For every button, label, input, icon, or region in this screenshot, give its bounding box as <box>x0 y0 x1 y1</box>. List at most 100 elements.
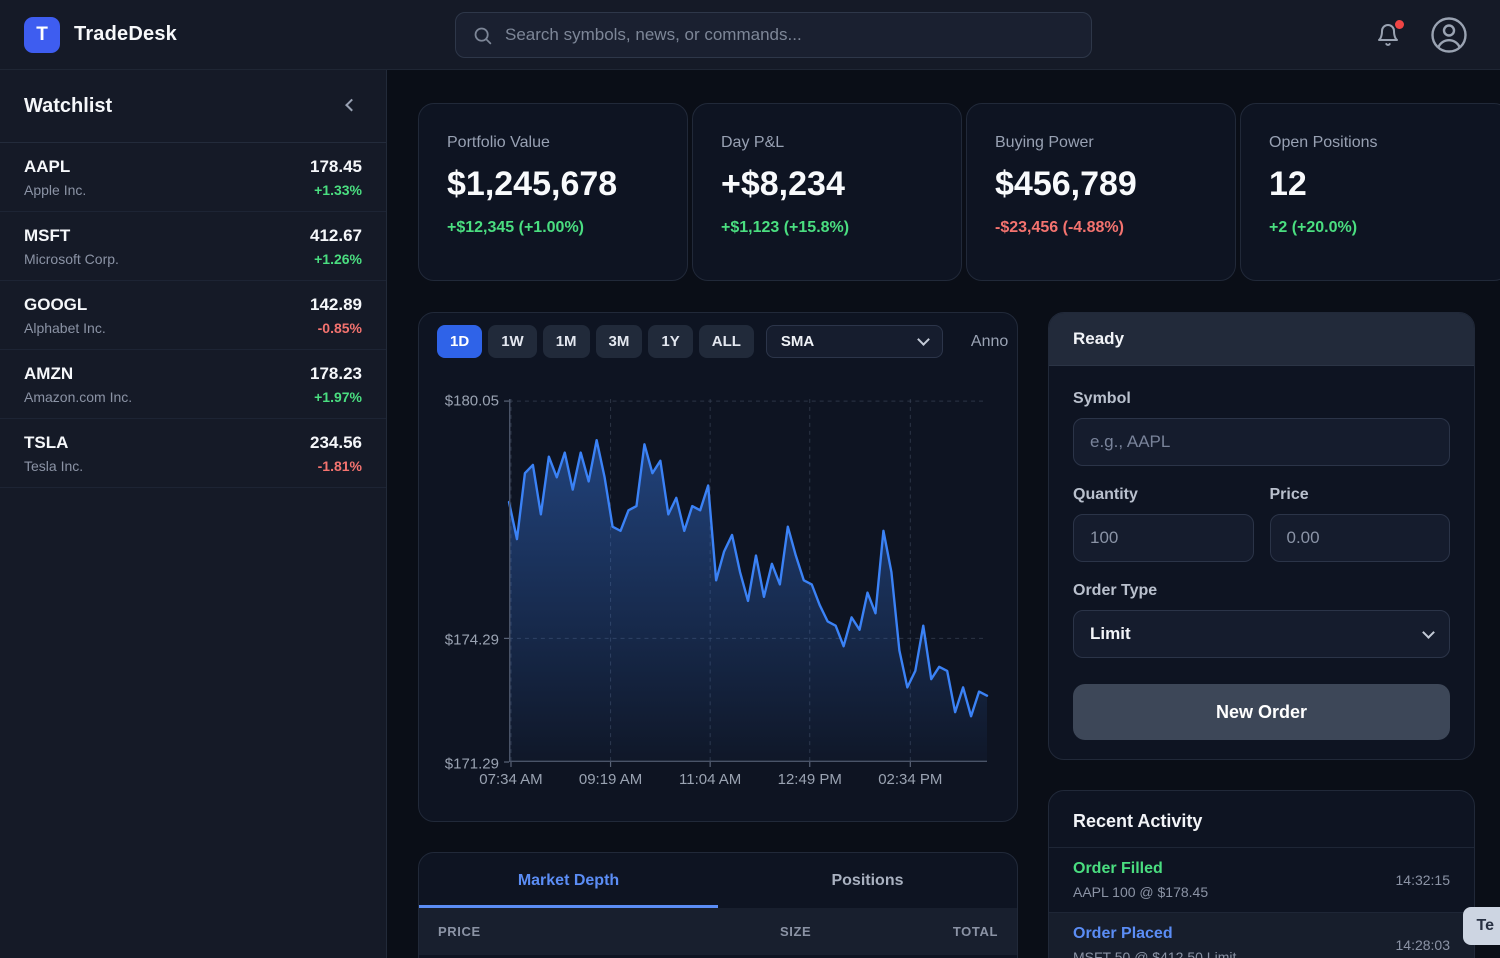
activity-time: 14:28:03 <box>1395 937 1451 953</box>
price: 234.56 <box>310 432 362 452</box>
chart-toolbar: 1D 1W 1M 3M 1Y ALL SMA Anno <box>419 313 1017 358</box>
column-price: PRICE <box>438 924 481 939</box>
price-chart-svg <box>504 399 989 767</box>
activity-detail: MSFT 50 @ $412.50 Limit <box>1073 949 1237 958</box>
timeframe-1d-button[interactable]: 1D <box>437 325 483 358</box>
x-axis-tick-label: 02:34 PM <box>878 771 943 788</box>
toast-text: Te <box>1476 917 1494 934</box>
watchlist-row-msft[interactable]: MSFT Microsoft Corp. 412.67 +1.26% <box>0 212 386 281</box>
activity-title: Recent Activity <box>1073 811 1203 831</box>
top-actions <box>1376 16 1468 54</box>
app-title: TradeDesk <box>74 23 177 45</box>
annotations-label[interactable]: Anno <box>970 332 1009 350</box>
brand: T TradeDesk <box>24 16 177 53</box>
top-bar: T TradeDesk <box>0 0 1500 70</box>
stat-value: $1,245,678 <box>447 165 618 203</box>
user-avatar-icon <box>1431 16 1467 53</box>
price-chart-panel: 1D 1W 1M 3M 1Y ALL SMA Anno $180.0 <box>418 312 1018 822</box>
watchlist-header: Watchlist <box>0 70 386 143</box>
timeframe-1y-button[interactable]: 1Y <box>648 325 693 358</box>
timeframe-1m-button[interactable]: 1M <box>542 325 590 358</box>
stat-change: +$1,123 (+15.8%) <box>721 219 850 236</box>
stat-card-day-pnl: Day P&L +$8,234 +$1,123 (+15.8%) <box>692 103 962 281</box>
activity-row-order-filled: Order Filled AAPL 100 @ $178.45 14:32:15 <box>1049 847 1474 912</box>
stat-label: Day P&L <box>721 134 785 151</box>
chart-plot[interactable]: $180.05 $174.29 $171.29 07:34 AM 09:19 AM 11:… <box>445 393 989 788</box>
timeframe-1w-button[interactable]: 1W <box>488 325 537 358</box>
stats-row: Portfolio Value $1,245,678 +$12,345 (+1.… <box>418 103 1500 281</box>
order-ticket-panel: Ready Symbol Quantity Price <box>1048 312 1475 760</box>
stat-card-open-positions: Open Positions 12 +2 (+20.0%) <box>1240 103 1500 281</box>
chevron-left-icon <box>345 98 358 111</box>
price-change: -0.85% <box>317 319 362 336</box>
timeframe-3m-button[interactable]: 3M <box>595 325 643 358</box>
price-label: Price <box>1269 486 1309 503</box>
price-change: +1.97% <box>314 388 362 405</box>
watchlist-row-googl[interactable]: GOOGL Alphabet Inc. 142.89 -0.85% <box>0 281 386 350</box>
watchlist-title: Watchlist <box>24 94 113 117</box>
timeframe-all-button[interactable]: ALL <box>698 325 754 358</box>
x-axis-tick-label: 07:34 AM <box>479 771 543 788</box>
x-axis-tick-label: 11:04 AM <box>679 771 742 788</box>
x-axis-tick-label: 12:49 PM <box>777 771 842 788</box>
watchlist-sidebar: Watchlist AAPL Apple Inc. 178.45 +1.33% … <box>0 70 387 958</box>
price: 142.89 <box>310 294 362 314</box>
watchlist-row-aapl[interactable]: AAPL Apple Inc. 178.45 +1.33% <box>0 143 386 212</box>
activity-time: 14:32:15 <box>1395 872 1451 888</box>
new-order-button[interactable]: New Order <box>1073 684 1450 740</box>
stat-card-buying-power: Buying Power $456,789 -$23,456 (-4.88%) <box>966 103 1236 281</box>
x-axis-tick-label: 09:19 AM <box>578 771 643 788</box>
symbol-field[interactable] <box>1073 418 1450 466</box>
stat-label: Open Positions <box>1269 134 1378 151</box>
watchlist-row-amzn[interactable]: AMZN Amazon.com Inc. 178.23 +1.97% <box>0 350 386 419</box>
search-input[interactable] <box>505 25 1075 45</box>
company-name: Alphabet Inc. <box>24 319 106 336</box>
symbol-label: Symbol <box>1073 390 1131 407</box>
activity-status: Order Filled <box>1073 860 1163 877</box>
app-logo: T <box>24 16 60 53</box>
tab-positions[interactable]: Positions <box>831 872 904 889</box>
user-menu-button[interactable] <box>1430 16 1468 54</box>
ticker-symbol: GOOGL <box>24 294 88 314</box>
ticker-symbol: MSFT <box>24 225 71 245</box>
sidebar-collapse-button[interactable] <box>341 96 362 117</box>
stat-value: +$8,234 <box>721 165 845 203</box>
chevron-down-icon <box>1422 625 1435 639</box>
bell-icon <box>1378 23 1398 46</box>
order-type-value: Limit <box>1090 624 1131 643</box>
company-name: Amazon.com Inc. <box>24 388 133 405</box>
indicator-value: SMA <box>780 333 815 350</box>
stat-label: Portfolio Value <box>447 134 550 151</box>
price-change: +1.33% <box>314 181 362 198</box>
depth-table-header: PRICE SIZE TOTAL <box>419 908 1017 955</box>
quantity-label: Quantity <box>1073 486 1138 503</box>
activity-row-order-placed: Order Placed MSFT 50 @ $412.50 Limit 14:… <box>1049 912 1474 958</box>
global-search[interactable] <box>455 12 1092 58</box>
watchlist-row-tsla[interactable]: TSLA Tesla Inc. 234.56 -1.81% <box>0 419 386 488</box>
stat-card-portfolio-value: Portfolio Value $1,245,678 +$12,345 (+1.… <box>418 103 688 281</box>
price: 178.23 <box>310 363 362 383</box>
main-content: Portfolio Value $1,245,678 +$12,345 (+1.… <box>387 70 1500 958</box>
order-type-select[interactable]: Limit <box>1073 610 1450 658</box>
depth-tabs: Market Depth Positions <box>419 853 1017 908</box>
column-size: SIZE <box>780 924 812 939</box>
company-name: Microsoft Corp. <box>24 250 119 267</box>
search-icon <box>474 27 492 44</box>
notifications-button[interactable] <box>1376 19 1404 47</box>
quantity-field[interactable] <box>1073 514 1254 562</box>
activity-detail: AAPL 100 @ $178.45 <box>1073 884 1209 900</box>
y-axis-tick-label: $180.05 <box>444 392 499 410</box>
company-name: Tesla Inc. <box>24 457 84 474</box>
y-axis-tick-label: $174.29 <box>444 631 499 649</box>
tab-market-depth[interactable]: Market Depth <box>419 853 718 908</box>
indicator-select[interactable]: SMA <box>765 325 943 358</box>
recent-activity-panel: Recent Activity Order Filled AAPL 100 @ … <box>1048 790 1475 958</box>
chevron-down-icon <box>917 333 930 346</box>
market-depth-panel: Market Depth Positions PRICE SIZE TOTAL <box>418 852 1018 958</box>
price-field[interactable] <box>1269 514 1450 562</box>
stat-label: Buying Power <box>995 134 1094 151</box>
stat-change: +$12,345 (+1.00%) <box>447 219 584 236</box>
watchlist-items: AAPL Apple Inc. 178.45 +1.33% MSFT Micro… <box>0 143 386 488</box>
ticker-symbol: AMZN <box>24 363 74 383</box>
stat-value: $456,789 <box>995 165 1137 203</box>
